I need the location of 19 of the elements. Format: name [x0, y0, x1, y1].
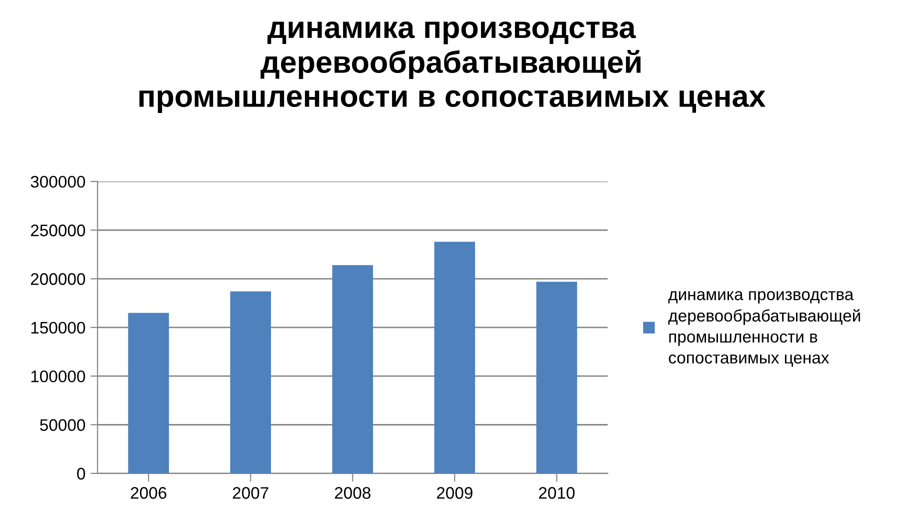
chart-title: динамика производства деревообрабатывающей промышленности в сопоставимых ценах: [139, 21, 766, 114]
bar: [128, 312, 169, 474]
y-tick-label: 150000: [31, 322, 86, 334]
legend-label: динамика производства деревообрабатывающей промышленности в сопоставимых ценах: [668, 291, 860, 367]
x-tick-label: 2009: [436, 487, 472, 499]
bar: [434, 242, 476, 474]
y-tick-label: 300000: [30, 176, 86, 188]
y-tick-label: 100000: [31, 370, 86, 382]
bar: [230, 291, 271, 474]
y-tick-label: 0: [77, 468, 86, 480]
x-tick-label: 2008: [334, 487, 370, 499]
y-tick-label: 200000: [30, 273, 86, 285]
x-tick-label: 2010: [539, 487, 575, 499]
bar: [332, 265, 374, 474]
y-tick-label: 250000: [30, 224, 86, 236]
x-tick-label: 2006: [130, 487, 166, 499]
y-tick-label: 50000: [40, 419, 86, 431]
x-tick-label: 2007: [232, 487, 268, 499]
bar: [536, 282, 578, 474]
